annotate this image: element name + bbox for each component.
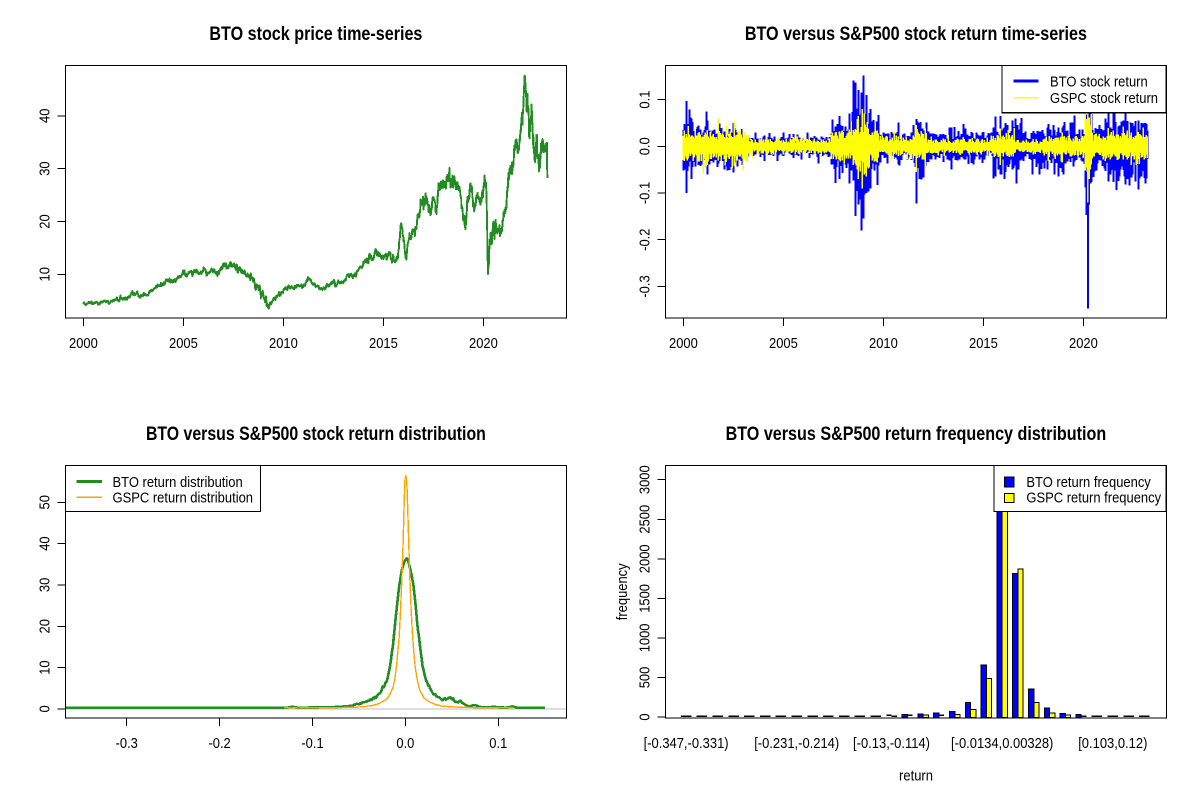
svg-text:BTO stock price time-series: BTO stock price time-series	[209, 24, 422, 45]
svg-text:BTO versus S&P500 stock return: BTO versus S&P500 stock return distribut…	[146, 424, 486, 445]
svg-text:2000: 2000	[69, 336, 98, 352]
svg-text:0.1: 0.1	[638, 91, 654, 109]
svg-text:return: return	[899, 769, 933, 785]
svg-text:2010: 2010	[869, 336, 898, 352]
svg-text:-0.1: -0.1	[301, 736, 323, 752]
svg-text:BTO stock return: BTO stock return	[1050, 75, 1148, 91]
svg-text:40: 40	[38, 536, 54, 550]
svg-text:3000: 3000	[638, 465, 654, 494]
svg-text:2500: 2500	[638, 505, 654, 534]
svg-text:-0.2: -0.2	[208, 736, 230, 752]
svg-text:0.0: 0.0	[638, 137, 654, 155]
svg-text:[-0.347,-0.331): [-0.347,-0.331)	[644, 736, 729, 752]
svg-text:2010: 2010	[269, 336, 298, 352]
svg-text:BTO return frequency: BTO return frequency	[1026, 475, 1151, 491]
svg-text:2020: 2020	[1069, 336, 1098, 352]
svg-text:2000: 2000	[669, 336, 698, 352]
svg-text:2000: 2000	[638, 544, 654, 573]
svg-text:GSPC return frequency: GSPC return frequency	[1026, 491, 1161, 507]
svg-text:GSPC stock return: GSPC stock return	[1050, 91, 1158, 107]
svg-text:30: 30	[38, 578, 54, 592]
svg-text:2005: 2005	[169, 336, 198, 352]
svg-text:GSPC return distribution: GSPC return distribution	[113, 491, 254, 507]
svg-text:[-0.13,-0.114): [-0.13,-0.114)	[853, 736, 930, 752]
svg-text:[-0.231,-0.214): [-0.231,-0.214)	[754, 736, 839, 752]
svg-text:0: 0	[638, 713, 654, 720]
svg-text:10: 10	[38, 267, 54, 281]
svg-text:BTO return distribution: BTO return distribution	[113, 475, 243, 491]
svg-text:2015: 2015	[369, 336, 398, 352]
svg-text:0.0: 0.0	[396, 736, 414, 752]
svg-text:[-0.0134,0.00328): [-0.0134,0.00328)	[951, 736, 1053, 752]
svg-text:BTO versus S&P500 stock return: BTO versus S&P500 stock return time-seri…	[745, 24, 1087, 45]
svg-text:500: 500	[638, 667, 654, 689]
svg-text:1000: 1000	[638, 624, 654, 653]
svg-text:20: 20	[38, 214, 54, 228]
svg-text:0: 0	[38, 705, 54, 712]
svg-text:-0.3: -0.3	[116, 736, 138, 752]
svg-text:2015: 2015	[969, 336, 998, 352]
svg-text:1500: 1500	[638, 584, 654, 613]
svg-text:20: 20	[38, 619, 54, 633]
svg-text:10: 10	[38, 660, 54, 674]
svg-text:frequency: frequency	[615, 563, 631, 621]
svg-text:30: 30	[38, 161, 54, 175]
svg-text:-0.1: -0.1	[638, 182, 654, 204]
svg-text:-0.3: -0.3	[638, 275, 654, 297]
svg-text:-0.2: -0.2	[638, 229, 654, 251]
svg-text:0.1: 0.1	[489, 736, 507, 752]
svg-text:2020: 2020	[469, 336, 498, 352]
svg-text:2005: 2005	[769, 336, 798, 352]
svg-text:BTO versus S&P500 return frequ: BTO versus S&P500 return frequency distr…	[726, 424, 1107, 445]
svg-text:50: 50	[38, 495, 54, 509]
svg-text:40: 40	[38, 109, 54, 123]
svg-text:[0.103,0.12): [0.103,0.12)	[1078, 736, 1147, 752]
